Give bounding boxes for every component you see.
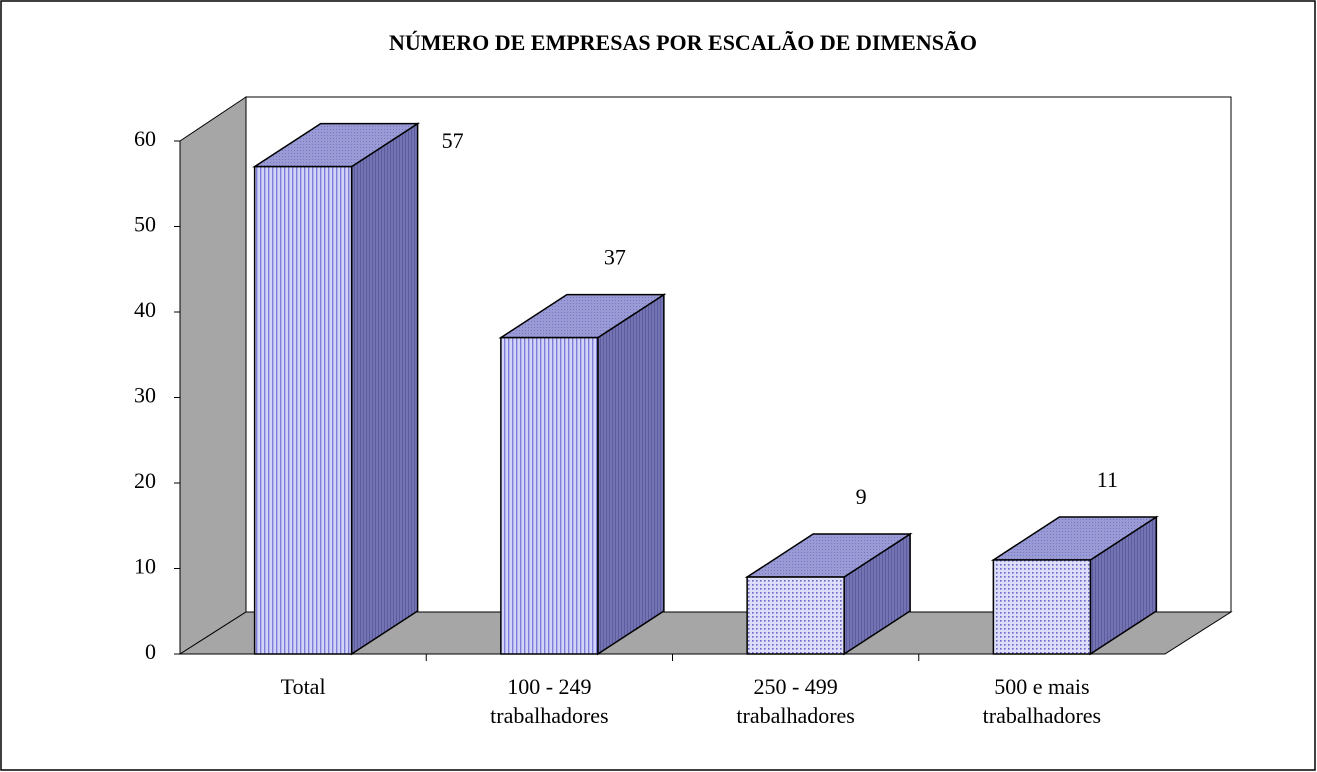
value-label: 37: [604, 245, 626, 270]
bar-front: [746, 576, 845, 655]
value-label: 9: [856, 484, 867, 509]
x-tick-label: 100 - 249: [507, 674, 591, 699]
bar-front: [500, 336, 599, 655]
y-tick-label: 50: [134, 212, 156, 237]
x-tick-label: 250 - 499: [753, 674, 837, 699]
x-tick-label: 500 e mais: [994, 674, 1089, 699]
y-tick-label: 30: [134, 383, 156, 408]
y-tick-label: 10: [134, 554, 156, 579]
y-tick-label: 60: [134, 126, 156, 151]
x-tick-label: trabalhadores: [736, 703, 855, 728]
x-tick-label: trabalhadores: [490, 703, 609, 728]
y-tick-label: 0: [145, 639, 156, 664]
bar: [252, 122, 421, 656]
bar-side: [350, 122, 419, 656]
side-wall: [179, 96, 247, 655]
bar: [744, 532, 913, 656]
bar: [990, 515, 1159, 656]
x-tick-label: Total: [281, 674, 326, 699]
value-label: 57: [442, 128, 464, 153]
x-tick-label: trabalhadores: [983, 703, 1102, 728]
y-tick-label: 20: [134, 468, 156, 493]
y-tick-label: 40: [134, 297, 156, 322]
bar-side: [597, 293, 665, 656]
bar-front: [253, 165, 353, 655]
bar-front: [992, 559, 1092, 655]
bar: [498, 293, 667, 656]
chart-title: NÚMERO DE EMPRESAS POR ESCALÃO DE DIMENS…: [389, 30, 977, 55]
value-label: 11: [1097, 467, 1118, 492]
